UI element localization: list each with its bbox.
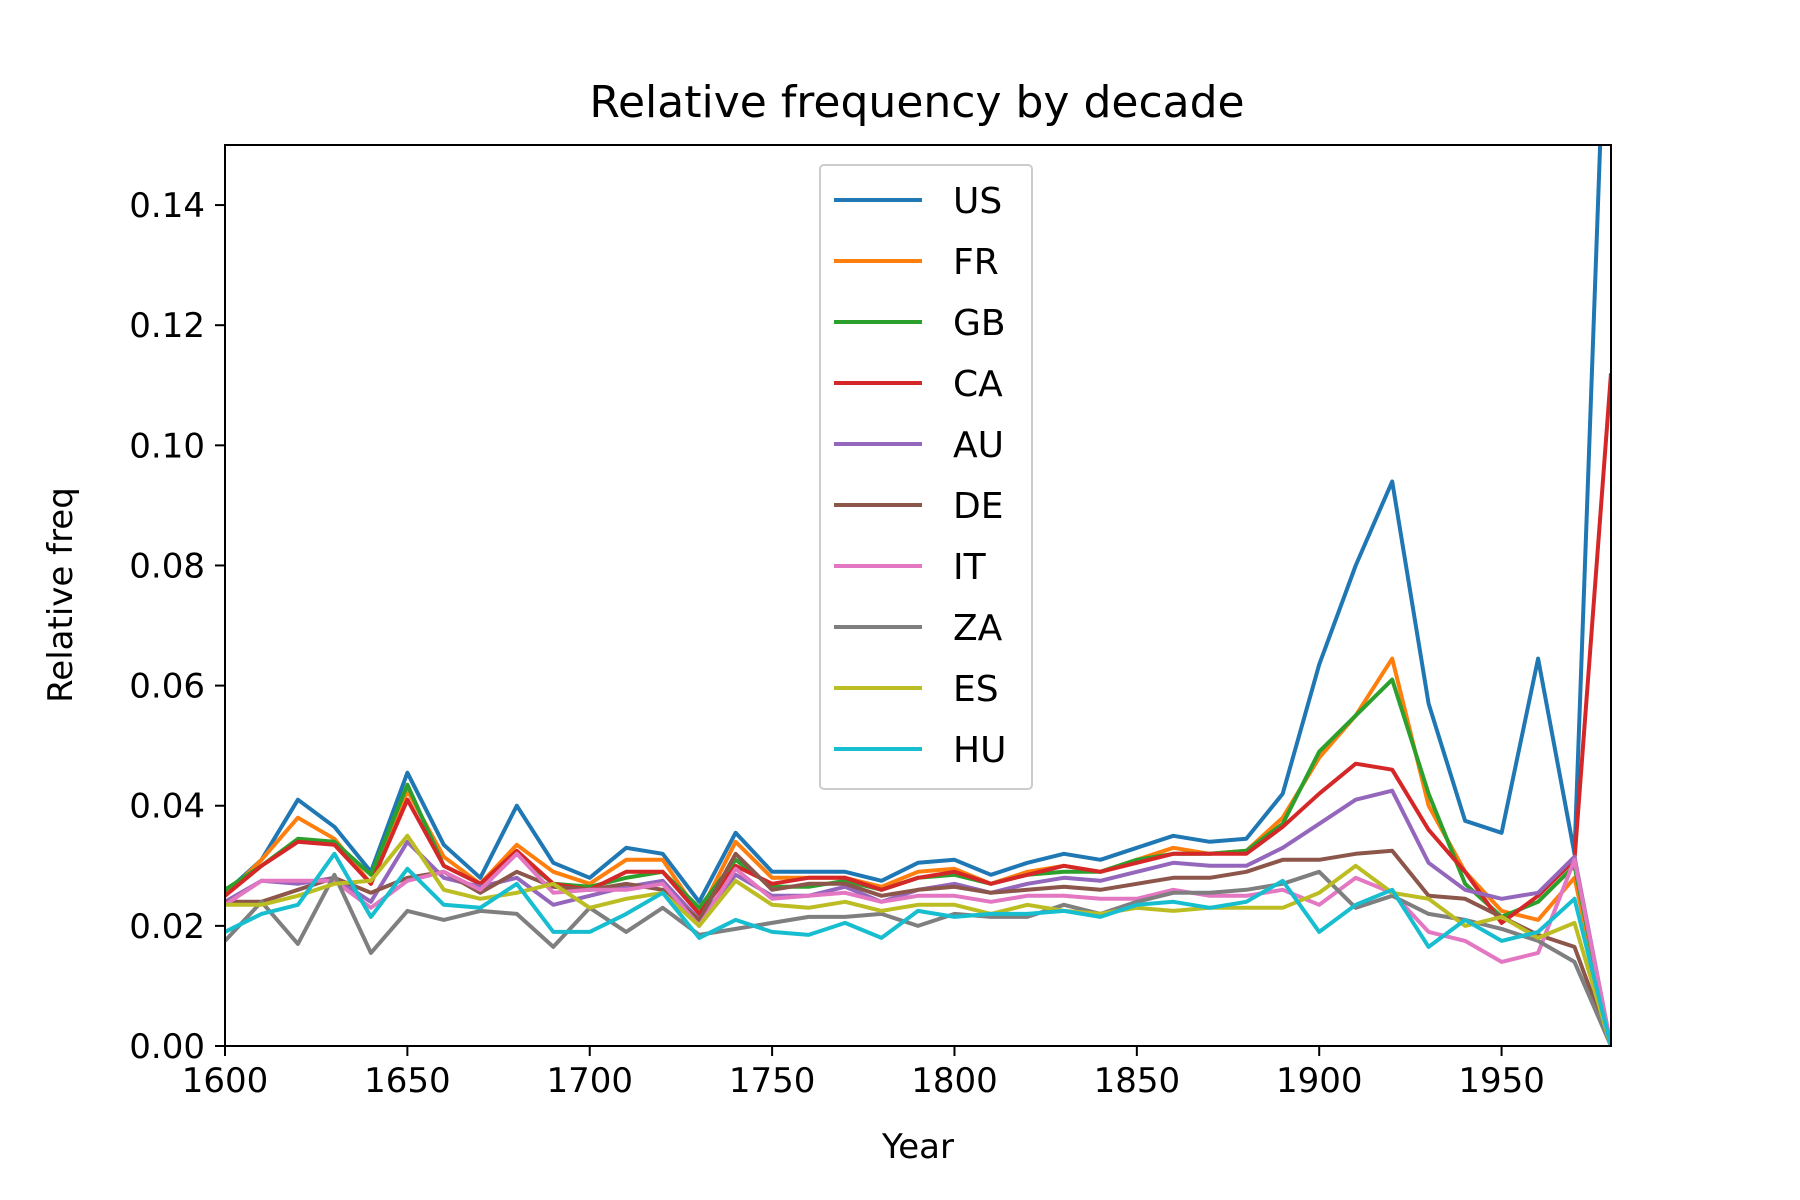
- y-tick-label: 0.08: [129, 546, 205, 586]
- series-line-za: [225, 869, 1611, 1046]
- series-line-us: [225, 145, 1603, 904]
- legend-label-es: ES: [953, 669, 999, 710]
- x-axis-label: Year: [881, 1127, 954, 1167]
- plot-frame: [224, 144, 1612, 1047]
- y-tick-label: 0.00: [129, 1027, 205, 1067]
- legend: US FR GB CA AU DE IT ZA ES HU: [819, 164, 1033, 790]
- series-line-de: [225, 848, 1611, 1046]
- y-tick-label: 0.12: [129, 306, 205, 346]
- y-tick-label: 0.02: [129, 907, 205, 947]
- legend-label-de: DE: [953, 486, 1003, 527]
- x-tick-label: 1750: [729, 1061, 816, 1101]
- x-axis: 1600 1650 1700 1750 1800 1850 1900 1950: [182, 1046, 1545, 1101]
- x-tick-label: 1800: [911, 1061, 998, 1101]
- legend-label-gb: GB: [953, 303, 1006, 344]
- y-tick-label: 0.10: [129, 426, 205, 466]
- x-tick-label: 1950: [1458, 1061, 1545, 1101]
- series-line-fr: [225, 656, 1611, 1046]
- series-line-it: [225, 851, 1611, 1046]
- legend-label-fr: FR: [953, 242, 999, 283]
- series-line-ca: [225, 373, 1611, 925]
- x-tick-label: 1600: [182, 1061, 269, 1101]
- chart-title: Relative frequency by decade: [589, 77, 1244, 128]
- x-tick-label: 1900: [1276, 1061, 1363, 1101]
- legend-label-hu: HU: [953, 730, 1006, 771]
- x-tick-label: 1700: [546, 1061, 633, 1101]
- legend-box: [819, 164, 1033, 790]
- y-axis: 0.00 0.02 0.04 0.06 0.08 0.10 0.12 0.14: [129, 186, 225, 1067]
- plot-area: [224, 144, 1612, 1047]
- y-tick-label: 0.14: [129, 186, 205, 226]
- legend-label-au: AU: [953, 425, 1004, 466]
- x-tick-label: 1850: [1094, 1061, 1181, 1101]
- legend-label-ca: CA: [953, 364, 1003, 405]
- series-layer: [225, 145, 1611, 1046]
- legend-label-it: IT: [953, 547, 987, 588]
- y-tick-label: 0.04: [129, 787, 205, 827]
- y-tick-label: 0.06: [129, 667, 205, 707]
- series-line-es: [225, 833, 1611, 1046]
- x-tick-label: 1650: [364, 1061, 451, 1101]
- series-line-hu: [225, 851, 1611, 1046]
- y-axis-label: Relative freq: [41, 487, 81, 703]
- legend-label-za: ZA: [953, 608, 1003, 649]
- legend-label-us: US: [953, 181, 1002, 222]
